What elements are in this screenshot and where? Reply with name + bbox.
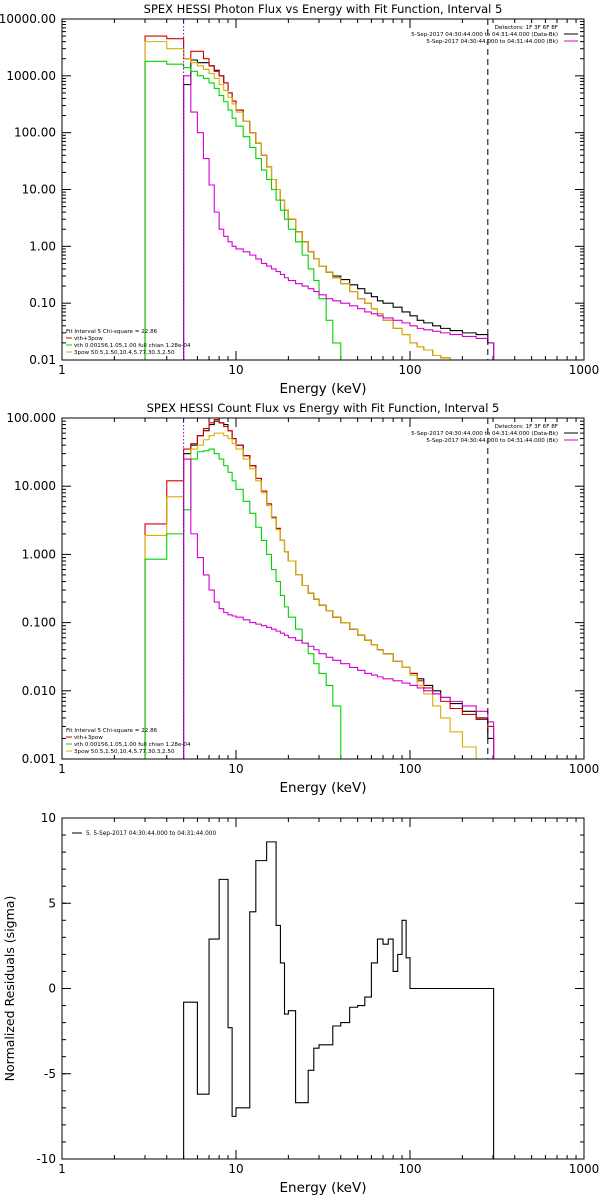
y-tick-label: 0.100 <box>22 616 56 630</box>
x-tick-label: 10 <box>228 1162 243 1176</box>
y-tick-label: 1000.00 <box>6 69 56 83</box>
series-black-line <box>183 841 495 1159</box>
series-red-line <box>144 35 469 360</box>
y-tick-label: -10 <box>36 1152 56 1166</box>
x-axis-label: Energy (keV) <box>280 381 367 397</box>
chart-1: SPEX HESSI Photon Flux vs Energy with Fi… <box>0 2 599 397</box>
legend-bottom-left-entry: 3pow 50.5,1.50,10.4,5.77,30.3,2.50 <box>74 749 175 755</box>
plot-area <box>144 35 495 360</box>
legend-bottom-left-entry: vth+3pow <box>74 735 103 741</box>
y-tick-label: 100.000 <box>6 411 56 425</box>
legend-bottom-left-entry: vth 0.00156,1.05,1.00 full chian 1.28e-0… <box>74 742 191 748</box>
series-magenta-line <box>183 458 495 759</box>
y-tick-label: 0 <box>48 982 56 996</box>
x-tick-label: 100 <box>399 762 422 776</box>
y-axis-label: Normalized Residuals (sigma) <box>2 896 17 1082</box>
series-red-line <box>144 418 495 759</box>
legend-top-right-entry: Detectors: 1F 3F 6F 8F <box>495 424 558 430</box>
x-tick-label: 1000 <box>569 363 600 377</box>
legend-top-right-entry: 5-Sep-2017 04:30:44.000 to 04:31:44.000 … <box>426 438 558 444</box>
plot-frame <box>61 817 585 1160</box>
y-tick-label: 10000.00 <box>0 12 56 26</box>
chart-title: SPEX HESSI Count Flux vs Energy with Fit… <box>147 401 500 415</box>
legend-bottom-left-entry: Fit Interval 5 Chi-square = 22.86 <box>66 728 158 734</box>
series-magenta-line <box>183 75 495 360</box>
legend-bottom-left-entry: vth 0.00156,1.05,1.00 full chian 1.28e-0… <box>74 343 191 349</box>
x-tick-label: 1 <box>58 762 66 776</box>
legend-top-right-entry: Detectors: 1F 3F 6F 8F <box>495 25 558 31</box>
x-tick-label: 10 <box>228 762 243 776</box>
y-tick-label: 10 <box>41 811 56 825</box>
y-tick-label: 10.000 <box>14 479 56 493</box>
y-tick-label: -5 <box>44 1067 56 1081</box>
y-tick-label: 1.00 <box>29 239 56 253</box>
series-black-line <box>183 59 495 360</box>
chart-title: SPEX HESSI Photon Flux vs Energy with Fi… <box>144 2 503 16</box>
y-tick-label: 0.10 <box>29 296 56 310</box>
legend-top-right-entry: 5-Sep-2017 04:30:44.000 to 04:31:44.000 … <box>411 32 558 38</box>
legend-bottom-left-entry: 3pow 50.5,1.50,10.4,5.77,30.3,2.50 <box>74 350 175 356</box>
x-tick-label: 100 <box>399 1162 422 1176</box>
x-tick-label: 1 <box>58 363 66 377</box>
legend-top-left-entry: 5. 5-Sep-2017 04:30:44.000 to 04:31:44.0… <box>86 831 216 837</box>
x-axis-label: Energy (keV) <box>280 780 367 796</box>
series-green-line <box>144 448 347 759</box>
plot-area <box>183 841 495 1159</box>
series-orange-line <box>144 432 482 759</box>
y-tick-label: 1.000 <box>22 547 56 561</box>
plot-frame <box>61 18 585 361</box>
plot-area <box>144 418 495 759</box>
x-tick-label: 1000 <box>569 762 600 776</box>
y-tick-label: 0.010 <box>22 684 56 698</box>
x-tick-label: 1000 <box>569 1162 600 1176</box>
x-tick-label: 10 <box>228 363 243 377</box>
series-green-line <box>144 60 347 360</box>
y-tick-label: 0.001 <box>22 752 56 766</box>
y-tick-label: 100.00 <box>14 126 56 140</box>
plot-frame <box>61 417 585 760</box>
y-tick-label: 5 <box>48 896 56 910</box>
x-tick-label: 100 <box>399 363 422 377</box>
series-orange-line <box>144 41 469 360</box>
x-axis-label: Energy (keV) <box>280 1180 367 1196</box>
legend-top-right-entry: 5-Sep-2017 04:30:44.000 to 04:31:44.000 … <box>411 431 558 437</box>
chart-3: 1 10 100 1000 -10 -5 0 5 10 Energy (keV) Normalize… <box>2 811 599 1196</box>
x-tick-label: 1 <box>58 1162 66 1176</box>
legend-bottom-left-entry: vth+3pow <box>74 336 103 342</box>
chart-2: SPEX HESSI Count Flux vs Energy with Fit… <box>6 401 599 796</box>
y-tick-label: 10.00 <box>22 183 56 197</box>
y-tick-label: 0.01 <box>29 353 56 367</box>
legend-bottom-left-entry: Fit Interval 5 Chi-square = 22.86 <box>66 329 158 335</box>
legend-top-right-entry: 5-Sep-2017 04:30:44.000 to 04:31:44.000 … <box>426 39 558 45</box>
